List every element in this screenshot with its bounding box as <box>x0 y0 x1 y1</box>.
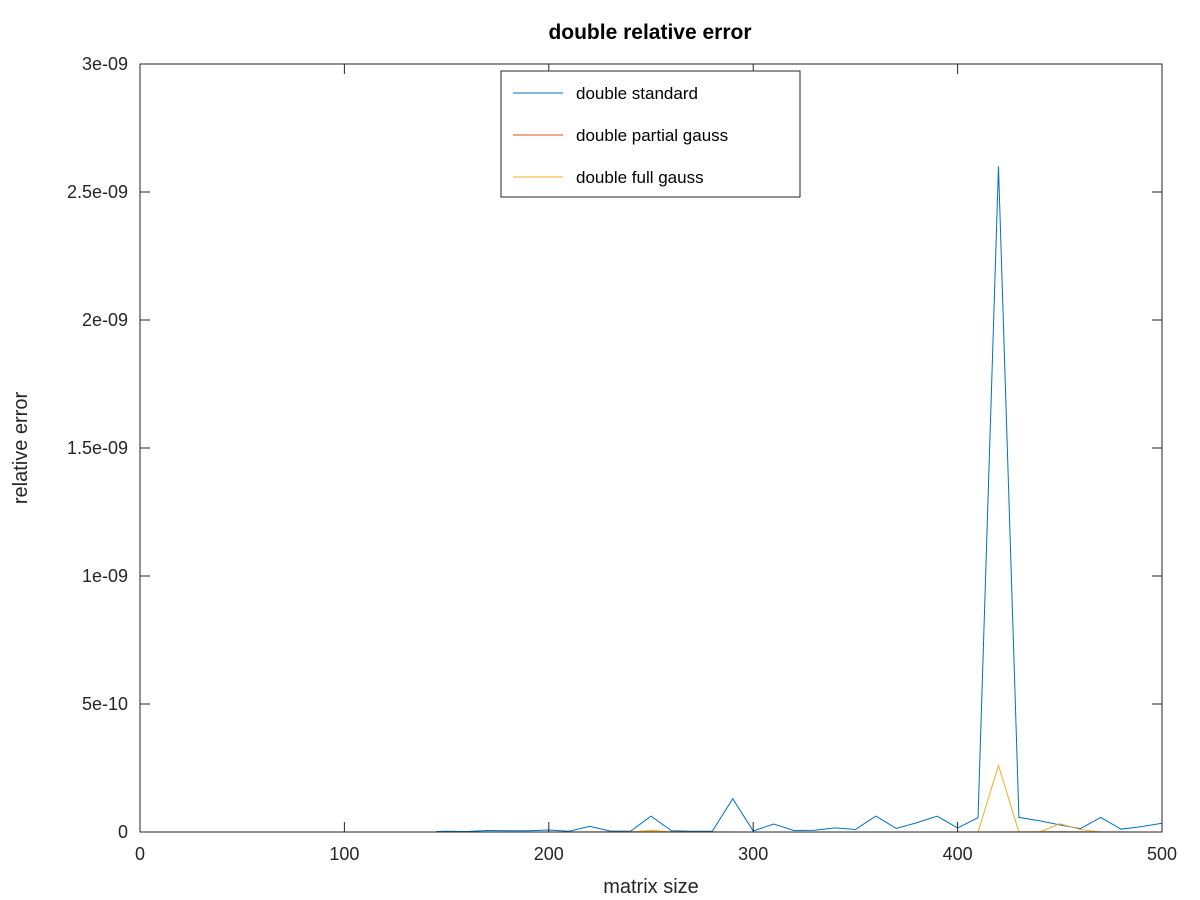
x-tick-label: 0 <box>135 844 145 864</box>
legend-label-3: double full gauss <box>576 168 704 187</box>
chart-title: double relative error <box>548 21 751 44</box>
y-axis-label: relative error <box>10 392 32 505</box>
legend: double standard double partial gauss doubl… <box>500 70 801 198</box>
x-tick-label: 300 <box>738 844 768 864</box>
y-tick-label: 5e-10 <box>82 694 128 714</box>
x-axis: 0 100 200 300 400 500 <box>135 64 1177 864</box>
x-tick-label: 500 <box>1147 844 1177 864</box>
x-axis-label: matrix size <box>603 876 699 898</box>
legend-box <box>500 70 801 198</box>
x-tick-label: 100 <box>329 844 359 864</box>
y-tick-label: 2.5e-09 <box>67 182 128 202</box>
series-line-3 <box>630 763 1101 832</box>
y-tick-label: 0 <box>118 822 128 842</box>
legend-label-1: double standard <box>576 84 698 103</box>
x-tick-label: 400 <box>943 844 973 864</box>
y-tick-label: 2e-09 <box>82 310 128 330</box>
y-tick-label: 1e-09 <box>82 566 128 586</box>
y-tick-label: 1.5e-09 <box>67 438 128 458</box>
y-axis: 0 5e-10 1e-09 1.5e-09 2e-09 2.5e-09 3e-09 <box>67 54 1162 842</box>
legend-label-2: double partial gauss <box>576 126 728 145</box>
x-tick-label: 200 <box>534 844 564 864</box>
y-tick-label: 3e-09 <box>82 54 128 74</box>
